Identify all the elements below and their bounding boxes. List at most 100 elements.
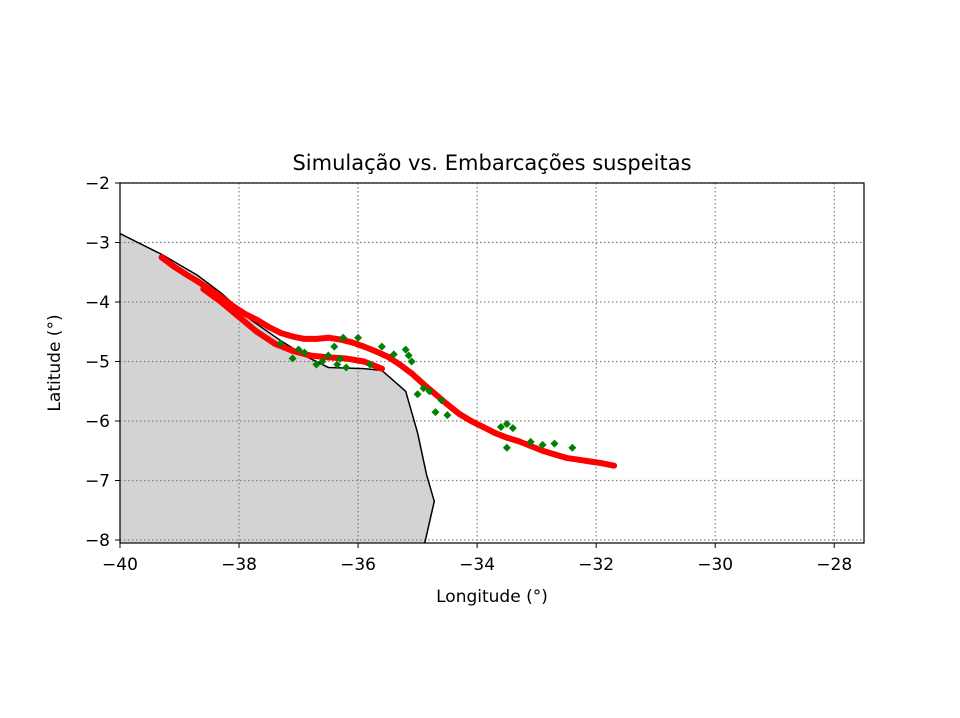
- y-tick-label: −5: [85, 353, 110, 373]
- vessel-point: [425, 387, 434, 396]
- x-axis: −40 −38 −36 −34 −32 −30 −28: [102, 543, 852, 575]
- x-tick-label: −40: [102, 555, 138, 575]
- plot-frame: [119, 182, 865, 544]
- simulation-point: [539, 447, 546, 454]
- x-tick-label: −30: [697, 555, 733, 575]
- land-area: [120, 233, 435, 543]
- simulation-point: [289, 333, 296, 340]
- vessel-point: [333, 360, 342, 369]
- vessel-point: [413, 390, 422, 399]
- vessel-point: [526, 437, 535, 446]
- vessel-point: [339, 333, 348, 342]
- vessel-point: [288, 354, 297, 363]
- x-tick-label: −34: [459, 555, 495, 575]
- simulation-point: [527, 443, 534, 450]
- vessel-point: [300, 348, 309, 357]
- simulation-point: [301, 335, 308, 342]
- simulation-point: [200, 285, 207, 292]
- simulation-point: [384, 353, 391, 360]
- simulation-point: [372, 348, 379, 355]
- simulation-point: [480, 423, 487, 430]
- simulation-point: [468, 418, 475, 425]
- vessel-point: [330, 342, 339, 351]
- simulation-point: [563, 454, 570, 461]
- vessel-point: [419, 384, 428, 393]
- simulation-point: [241, 310, 248, 317]
- simulation-point: [587, 458, 594, 465]
- y-tick-label: −7: [85, 472, 110, 492]
- simulation-point: [236, 313, 243, 320]
- simulation-point: [420, 381, 427, 388]
- vessel-point: [365, 360, 374, 369]
- simulation-point: [551, 451, 558, 458]
- coastline: [120, 232, 436, 543]
- simulation-point: [361, 358, 368, 365]
- simulation-point: [503, 434, 510, 441]
- vessel-point: [318, 357, 327, 366]
- simulation-point: [253, 316, 260, 323]
- y-tick-label: −3: [85, 234, 110, 254]
- y-tick-label: −6: [85, 412, 110, 432]
- simulation-point: [361, 343, 368, 350]
- plot-area: [119, 182, 865, 544]
- vessel-point: [312, 360, 321, 369]
- simulation-point: [378, 365, 385, 372]
- simulation-point: [325, 334, 332, 341]
- simulation-point: [194, 278, 201, 285]
- simulation-point: [253, 328, 260, 335]
- y-tick-label: −8: [85, 531, 110, 551]
- vessel-point: [354, 333, 363, 342]
- vessel-point: [496, 422, 505, 431]
- vessel-point: [377, 342, 386, 351]
- simulation-point: [170, 263, 177, 270]
- vessel-point: [342, 363, 351, 372]
- vessel-point: [508, 424, 517, 433]
- y-axis-label: Latitude (°): [45, 314, 65, 411]
- simulation-point: [349, 339, 356, 346]
- vessel-point: [550, 439, 559, 448]
- vessel-point: [538, 440, 547, 449]
- simulation-point: [313, 335, 320, 342]
- simulation-point: [277, 329, 284, 336]
- simulation-point: [599, 460, 606, 467]
- simulation-point: [158, 254, 165, 261]
- vessel-point: [443, 411, 452, 420]
- simulation-point: [265, 324, 272, 330]
- vessel-point: [431, 408, 440, 417]
- simulation-point: [491, 429, 498, 436]
- simulation-point: [343, 355, 350, 362]
- simulation-point: [182, 271, 189, 278]
- x-tick-label: −36: [340, 555, 376, 575]
- simulation-point: [611, 462, 618, 469]
- x-tick-label: −32: [578, 555, 614, 575]
- vessel-point: [389, 350, 398, 359]
- vessel-point: [401, 345, 410, 354]
- simulation-point: [289, 347, 296, 354]
- simulation-point: [456, 410, 463, 417]
- vessel-point: [324, 351, 333, 360]
- vessel-point: [407, 357, 416, 366]
- vessel-point: [276, 339, 285, 348]
- x-tick-label: −28: [816, 555, 852, 575]
- simulation-point: [444, 401, 451, 408]
- vessel-point: [404, 351, 413, 360]
- x-axis-label: Longitude (°): [436, 587, 548, 607]
- vessel-point: [336, 354, 345, 363]
- y-tick-label: −2: [85, 174, 110, 194]
- data-marks: [158, 254, 618, 469]
- vessel-point: [568, 443, 577, 452]
- simulation-point: [432, 391, 439, 398]
- simulation-point: [396, 361, 403, 368]
- chart-title: Simulação vs. Embarcações suspeitas: [292, 151, 691, 175]
- vessel-point: [502, 443, 511, 452]
- vessel-point: [437, 396, 446, 405]
- x-tick-label: −38: [221, 555, 257, 575]
- simulation-point: [218, 299, 225, 306]
- simulation-point: [307, 352, 314, 359]
- vessel-point: [502, 419, 511, 428]
- y-tick-label: −4: [85, 293, 110, 313]
- simulation-point: [515, 438, 522, 445]
- simulation-point: [575, 456, 582, 463]
- y-axis: −8 −7 −6 −5 −4 −3 −2: [85, 174, 120, 551]
